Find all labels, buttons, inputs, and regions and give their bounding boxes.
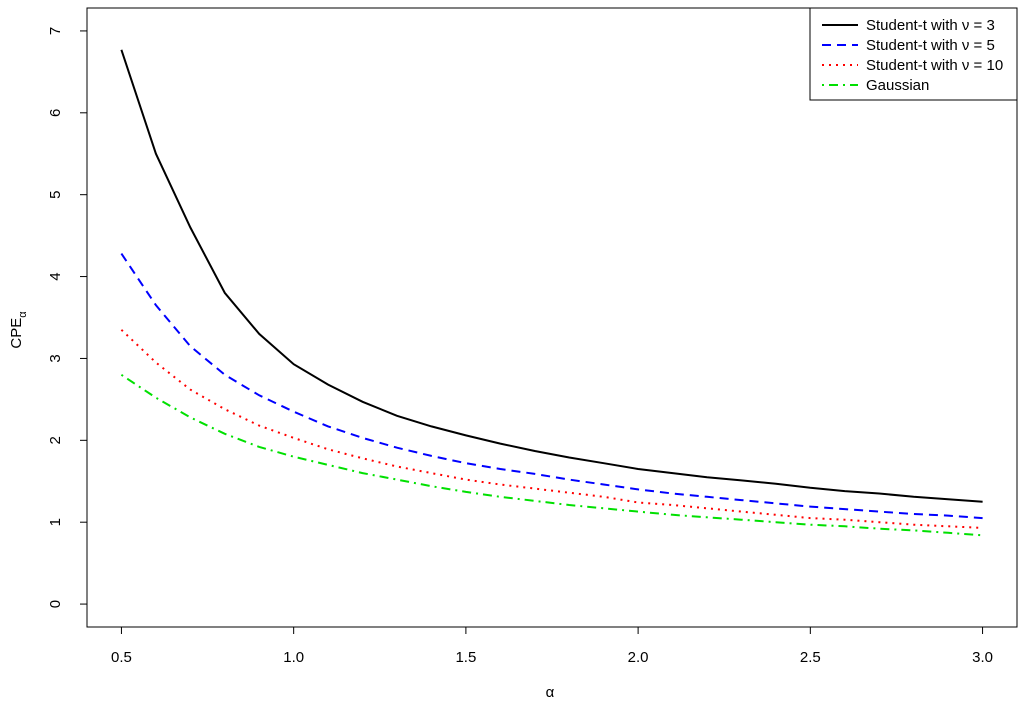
y-tick-label: 1 <box>47 518 64 526</box>
y-tick-label: 2 <box>47 436 64 444</box>
x-tick-label: 1.5 <box>455 649 476 666</box>
x-tick-label: 1.0 <box>283 649 304 666</box>
y-tick-label: 3 <box>47 354 64 362</box>
x-axis-label: α <box>546 684 555 701</box>
y-tick-label: 0 <box>47 600 64 608</box>
y-tick-label: 7 <box>47 27 64 35</box>
plot-frame <box>86 7 1018 628</box>
series-line <box>120 253 983 520</box>
x-tick-label: 2.5 <box>800 649 821 666</box>
y-tick-label: 5 <box>47 191 64 199</box>
y-tick-label: 4 <box>47 272 64 280</box>
y-axis-label-main: CPE <box>8 318 25 349</box>
x-tick-label: 2.0 <box>628 649 649 666</box>
x-tick-label: 3.0 <box>972 649 993 666</box>
x-tick-label: 0.5 <box>111 649 132 666</box>
y-axis-label: CPEα <box>8 311 29 349</box>
series-line <box>120 49 983 503</box>
legend-label: Student-t with ν = 5 <box>866 37 995 54</box>
y-axis-label-sub: α <box>17 311 29 318</box>
legend-label: Student-t with ν = 3 <box>866 17 995 34</box>
legend-label: Student-t with ν = 10 <box>866 57 1003 74</box>
y-tick-label: 6 <box>47 109 64 117</box>
series-line <box>120 373 983 537</box>
legend-label: Gaussian <box>866 77 929 94</box>
series-line <box>120 329 983 529</box>
